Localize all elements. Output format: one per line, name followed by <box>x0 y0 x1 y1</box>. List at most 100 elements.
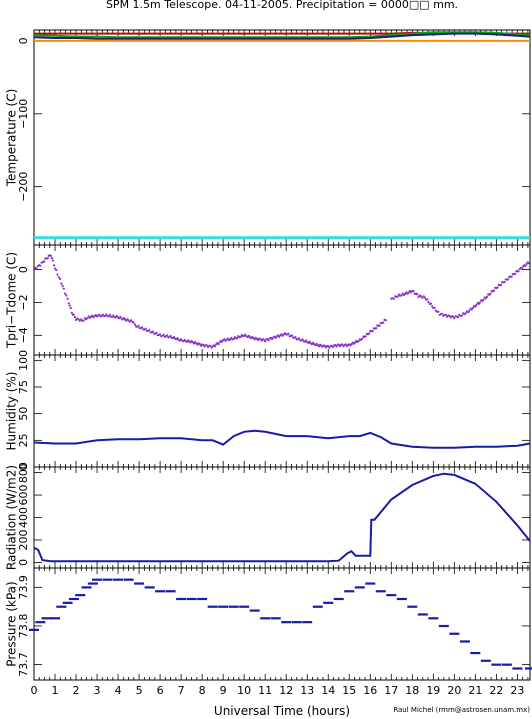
x-tick-label: 11 <box>258 684 272 697</box>
pressure-point <box>218 605 229 608</box>
pressure-point <box>123 578 134 581</box>
tpri-tdome-point <box>503 281 506 284</box>
tpri-tdome-y-tick-label: −4 <box>17 327 30 343</box>
tpri-tdome-point <box>94 313 97 317</box>
pressure-point <box>260 617 271 620</box>
x-tick-label: 21 <box>468 684 482 697</box>
radiation-y-axis-label: Radiation (W/m2) <box>5 465 19 570</box>
tpri-tdome-point <box>232 337 235 340</box>
tpri-tdome-point <box>67 302 70 305</box>
tpri-tdome-point <box>264 340 267 343</box>
chart-title: SPM 1.5m Telescope. 04-11-2005. Precipit… <box>106 0 458 11</box>
temperature-series-green-line <box>33 31 531 39</box>
pressure-point <box>207 605 218 608</box>
tpri-tdome-point <box>525 262 528 266</box>
tpri-tdome-point <box>141 326 144 329</box>
tpri-tdome-point <box>441 312 444 315</box>
pressure-y-tick-label: 73.8 <box>17 614 30 639</box>
tpri-tdome-point <box>467 311 470 314</box>
tpri-tdome-point <box>341 343 344 346</box>
pressure-point <box>312 605 323 608</box>
tpri-tdome-point <box>223 338 226 341</box>
pressure-y-axis-label: Pressure (kPa) <box>5 581 19 666</box>
tpri-tdome-segment-2 <box>390 261 531 320</box>
pressure-point <box>35 621 46 624</box>
tpri-tdome-point <box>524 264 527 267</box>
tpri-tdome-point <box>350 343 353 346</box>
pressure-point <box>270 617 281 620</box>
tpri-tdome-point <box>470 308 473 311</box>
tpri-tdome-point <box>274 336 277 339</box>
tpri-tdome-point <box>87 315 90 318</box>
tpri-tdome-point <box>132 321 135 324</box>
tpri-tdome-point <box>56 273 59 276</box>
tpri-tdome-point <box>384 319 387 322</box>
radiation-y-tick-label: 200 <box>17 529 30 550</box>
tpri-tdome-point <box>86 317 89 320</box>
pressure-point <box>470 651 481 655</box>
pressure-point <box>375 590 386 593</box>
tpri-tdome-point <box>437 310 440 313</box>
tpri-tdome-point <box>404 292 407 295</box>
tpri-tdome-point <box>421 296 424 299</box>
pressure-point <box>525 667 532 670</box>
tpri-tdome-point <box>471 306 475 309</box>
tpri-tdome-point <box>335 345 338 348</box>
x-tick-label: 14 <box>321 684 335 697</box>
tpri-tdome-point <box>82 319 85 322</box>
tpri-tdome-point <box>331 345 334 349</box>
x-tick-label: 3 <box>94 684 101 697</box>
tpri-tdome-point <box>72 313 75 316</box>
tpri-tdome-point <box>400 294 403 297</box>
tpri-tdome-point <box>378 324 381 327</box>
tpri-tdome-point <box>162 333 165 336</box>
tpri-tdome-point <box>217 343 220 346</box>
tpri-tdome-point <box>66 297 69 300</box>
tpri-tdome-point <box>294 336 297 339</box>
x-tick-label: 7 <box>178 684 185 697</box>
x-tick-label: 23 <box>510 684 524 697</box>
humidity-series-blue-line <box>33 429 531 449</box>
tpri-tdome-point <box>57 276 60 279</box>
tpri-tdome-point <box>453 317 456 320</box>
pressure-point <box>491 663 502 666</box>
tpri-tdome-point <box>98 313 101 316</box>
x-tick-label: 17 <box>384 684 398 697</box>
tpri-tdome-point <box>39 264 42 267</box>
x-tick-label: 2 <box>73 684 80 697</box>
temperature-y-axis-label: Temperature (C) <box>5 89 19 188</box>
humidity-y-tick-label: 25 <box>17 433 30 447</box>
tpri-tdome-point <box>62 287 65 290</box>
tpri-tdome-point <box>101 313 104 316</box>
pressure-point <box>165 590 176 593</box>
tpri-tdome-point <box>244 333 247 336</box>
pressure-point <box>197 597 208 601</box>
x-tick-label: 8 <box>199 684 206 697</box>
x-tick-label: 18 <box>405 684 419 697</box>
tpri-tdome-point <box>69 307 72 310</box>
x-tick-label: 15 <box>342 684 356 697</box>
temperature-frame <box>33 29 531 246</box>
pressure-frame <box>33 567 531 681</box>
temperature-series-darkblue-line <box>33 32 531 40</box>
tpri-tdome-segment-1 <box>133 318 387 349</box>
tpri-tdome-point <box>506 278 510 281</box>
tpri-tdome-point <box>474 305 477 308</box>
pressure-point <box>386 594 397 597</box>
tpri-tdome-point <box>520 267 524 270</box>
pressure-point <box>449 632 460 635</box>
tpri-tdome-point <box>420 295 423 298</box>
tpri-tdome-point <box>202 343 205 347</box>
tpri-tdome-point <box>460 314 463 317</box>
credit-text: Raul Michel (rmm@astrosen.unam.mx) <box>393 706 530 714</box>
x-tick-label: 5 <box>136 684 143 697</box>
tpri-tdome-point <box>80 318 83 321</box>
tpri-tdome-point <box>78 319 81 322</box>
tpri-tdome-point <box>60 282 63 285</box>
tpri-tdome-point <box>475 303 478 306</box>
pressure-point <box>29 628 39 631</box>
tpri-tdome-point <box>401 292 404 295</box>
x-tick-label: 10 <box>237 684 251 697</box>
